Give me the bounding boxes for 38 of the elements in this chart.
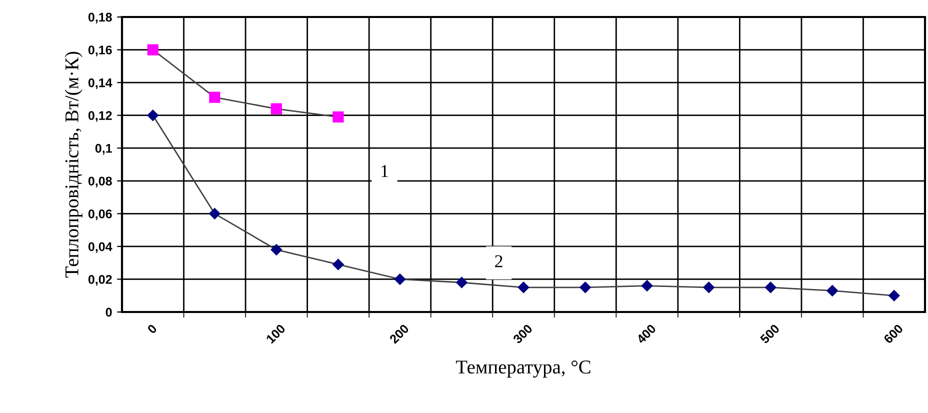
point <box>332 111 344 123</box>
x-tick-label: 200 <box>389 324 410 344</box>
point <box>456 276 468 288</box>
point <box>209 208 220 220</box>
x-axis-title: Температура, °С <box>456 360 590 378</box>
point <box>147 110 158 121</box>
point <box>270 244 282 256</box>
point <box>764 282 776 294</box>
point <box>209 92 220 103</box>
point <box>332 258 344 270</box>
point <box>703 282 714 294</box>
y-tick-label: 0,1 <box>95 144 112 155</box>
point <box>270 103 282 114</box>
x-tick-label: 500 <box>760 324 780 344</box>
y-tick-label: 0,18 <box>88 12 112 24</box>
point <box>147 44 158 56</box>
y-axis-title: Теплопровідність, Вт/(м·К) <box>64 52 82 278</box>
point <box>888 290 900 302</box>
y-tick-label: 0,08 <box>88 176 112 188</box>
x-tick-label: 300 <box>512 324 533 344</box>
point <box>518 282 530 294</box>
x-tick-label: 400 <box>636 324 656 344</box>
x-tick-label: 0 <box>146 324 158 334</box>
y-tick-label: 0,16 <box>88 46 112 56</box>
x-tick-label: 600 <box>883 324 904 344</box>
y-tick-label: 0,06 <box>88 209 112 220</box>
annotation: 1 <box>382 165 388 178</box>
point <box>826 285 838 296</box>
point <box>580 282 591 294</box>
y-tick-label: 0,14 <box>88 78 112 90</box>
annotation: 2 <box>495 255 502 268</box>
x-tick-label: 100 <box>266 324 286 344</box>
y-tick-label: 0 <box>106 308 112 317</box>
point <box>641 280 653 292</box>
y-tick-label: 0,04 <box>88 242 112 253</box>
point <box>394 274 406 285</box>
y-tick-label: 0,02 <box>88 275 112 286</box>
y-tick-label: 0,12 <box>88 111 112 122</box>
